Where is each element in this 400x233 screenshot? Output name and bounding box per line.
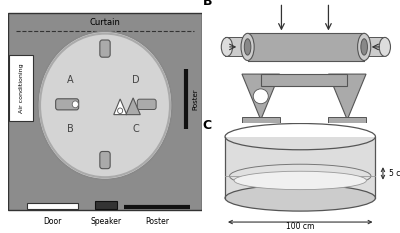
- Text: B: B: [202, 0, 212, 8]
- Polygon shape: [242, 74, 280, 120]
- Text: B: B: [67, 124, 74, 134]
- FancyBboxPatch shape: [56, 99, 79, 110]
- FancyBboxPatch shape: [137, 99, 156, 110]
- Text: D: D: [132, 75, 140, 85]
- Ellipse shape: [358, 33, 371, 61]
- Text: A: A: [67, 75, 73, 85]
- Bar: [95, 201, 117, 209]
- Text: Poster: Poster: [192, 88, 198, 110]
- Circle shape: [72, 101, 78, 108]
- Circle shape: [118, 108, 123, 113]
- Polygon shape: [328, 74, 366, 120]
- Text: Door: Door: [44, 217, 62, 226]
- FancyBboxPatch shape: [100, 40, 110, 57]
- Bar: [261, 74, 347, 86]
- Polygon shape: [114, 99, 127, 115]
- Bar: [248, 33, 364, 61]
- Text: C: C: [133, 124, 140, 134]
- Bar: [362, 38, 383, 56]
- Text: Speaker: Speaker: [90, 217, 122, 226]
- Ellipse shape: [241, 33, 254, 61]
- Text: Curtain: Curtain: [90, 18, 120, 27]
- Bar: [27, 202, 78, 209]
- Ellipse shape: [379, 38, 390, 56]
- Text: Poster: Poster: [145, 217, 169, 226]
- Ellipse shape: [361, 39, 368, 55]
- Bar: [225, 137, 376, 198]
- Polygon shape: [126, 98, 140, 115]
- Ellipse shape: [230, 164, 371, 188]
- Ellipse shape: [225, 185, 376, 211]
- Text: Air conditioning: Air conditioning: [19, 63, 24, 113]
- Text: 5 cm: 5 cm: [389, 169, 400, 178]
- FancyBboxPatch shape: [9, 55, 33, 121]
- Bar: [328, 117, 366, 125]
- FancyBboxPatch shape: [100, 151, 110, 169]
- Ellipse shape: [234, 171, 366, 190]
- Circle shape: [38, 31, 172, 179]
- Ellipse shape: [221, 38, 232, 56]
- Text: C: C: [202, 119, 212, 132]
- Ellipse shape: [253, 89, 268, 104]
- Bar: [242, 117, 280, 125]
- Ellipse shape: [244, 39, 251, 55]
- Bar: [225, 38, 250, 56]
- Text: 100 cm: 100 cm: [286, 222, 314, 231]
